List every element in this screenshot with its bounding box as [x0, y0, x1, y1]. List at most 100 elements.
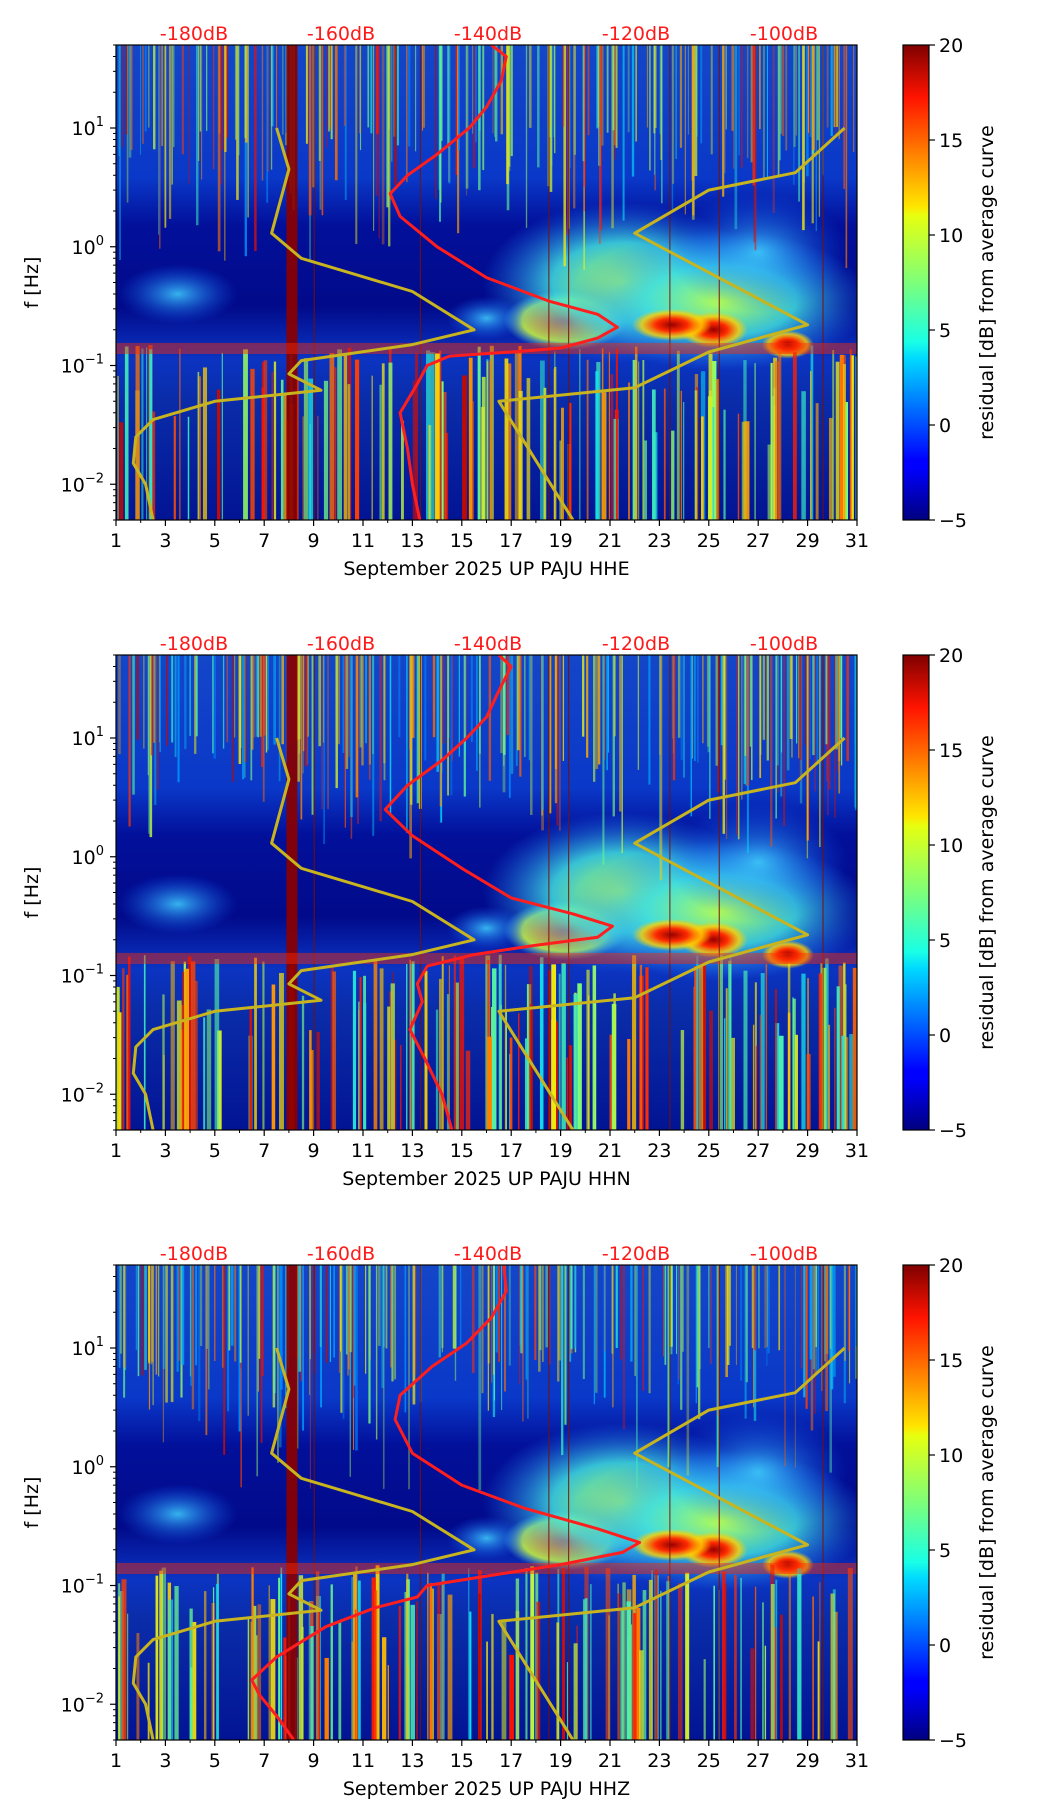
burst-streak: [708, 353, 713, 520]
x-tick-label: 31: [845, 1750, 869, 1772]
burst-streak: [836, 986, 840, 1130]
hf-streak: [741, 655, 743, 800]
mean-curve: [388, 45, 619, 520]
hf-streak: [793, 45, 795, 185]
x-tick-label: 3: [159, 1140, 171, 1162]
hf-streak: [325, 1265, 328, 1363]
hf-streak: [123, 1265, 126, 1398]
hf-streak: [754, 1265, 757, 1351]
burst-streak: [562, 1568, 566, 1740]
hf-streak: [282, 45, 284, 135]
burst-streak: [358, 1001, 360, 1130]
hf-streak: [814, 655, 816, 792]
noise-model-curve: [131, 127, 476, 520]
hf-streak: [669, 1265, 673, 1347]
burst-streak: [780, 1614, 783, 1740]
hf-streak: [745, 1265, 748, 1383]
hf-streak: [582, 1265, 585, 1380]
burst-streak: [849, 349, 852, 520]
hf-streak: [744, 1265, 747, 1419]
burst-streak: [411, 961, 415, 1130]
mean-curve: [383, 655, 614, 1130]
burst-streak: [212, 1587, 215, 1740]
burst-streak: [217, 1030, 222, 1130]
hf-streak: [503, 655, 505, 766]
burst-streak: [543, 387, 547, 520]
hf-streak: [466, 45, 468, 196]
hf-streak: [602, 655, 605, 865]
colorbar: [902, 44, 930, 521]
hf-streak: [750, 45, 753, 163]
burst-streak: [173, 416, 176, 520]
hf-streak: [176, 1265, 179, 1372]
burst-streak: [351, 1641, 353, 1740]
hf-streak: [599, 45, 603, 231]
x-tick-label: 17: [499, 530, 523, 552]
hf-streak: [367, 45, 370, 128]
hf-streak: [725, 1265, 728, 1378]
burst-streak: [539, 957, 544, 1130]
hf-streak: [691, 655, 694, 759]
hf-streak: [808, 45, 811, 137]
hf-streak: [119, 1265, 122, 1354]
hf-streak: [285, 1265, 288, 1409]
burst-streak: [655, 1569, 658, 1740]
hf-streak: [370, 45, 373, 134]
hf-streak: [452, 1265, 456, 1349]
hf-streak: [767, 1265, 770, 1354]
burst-streak: [663, 388, 666, 520]
x-tick-label: 11: [351, 1750, 375, 1772]
burst-streak: [619, 1608, 624, 1740]
burst-streak: [176, 1000, 182, 1130]
burst-streak: [371, 1577, 376, 1740]
hf-streak: [764, 1265, 767, 1349]
hf-streak: [675, 45, 678, 159]
burst-streak: [309, 1030, 312, 1130]
burst-streak: [709, 1010, 713, 1130]
burst-streak: [316, 1031, 320, 1130]
hf-streak: [212, 655, 214, 754]
burst-streak: [715, 379, 720, 520]
burst-streak: [469, 1611, 472, 1740]
hf-streak: [509, 45, 511, 171]
hf-streak: [746, 655, 750, 786]
hf-streak: [715, 655, 718, 766]
colorbar-tick-label: 5: [939, 1540, 951, 1562]
hf-streak: [854, 655, 857, 811]
hf-streak: [199, 1265, 203, 1347]
burst-streak: [744, 421, 750, 520]
hf-streak: [556, 655, 559, 826]
hf-streak: [343, 45, 346, 126]
burst-streak: [446, 994, 450, 1130]
burst-streak: [592, 965, 597, 1130]
hf-streak: [766, 1265, 768, 1347]
colorbar-tick-label: 15: [939, 1350, 963, 1372]
hf-streak: [265, 655, 268, 753]
hf-streak: [381, 45, 385, 245]
burst-streak: [832, 1589, 836, 1740]
burst-streak: [605, 1568, 611, 1740]
hf-streak: [838, 655, 841, 794]
hf-streak: [355, 45, 358, 245]
hf-streak: [606, 45, 609, 133]
burst-streak: [334, 367, 337, 520]
burst-streak: [645, 967, 649, 1130]
hf-streak: [298, 1265, 302, 1372]
hf-streak: [238, 45, 240, 156]
burst-streak: [712, 407, 715, 520]
hf-streak: [691, 45, 695, 220]
hf-streak: [191, 1265, 195, 1410]
burst-streak: [696, 955, 699, 1130]
hf-streak: [700, 45, 703, 144]
hf-streak: [690, 655, 692, 817]
burst-streak: [651, 1570, 653, 1740]
hf-streak: [621, 655, 623, 854]
burst-streak: [767, 444, 772, 520]
x-tick-label: 19: [549, 530, 573, 552]
hf-streak: [843, 45, 845, 189]
hf-streak: [569, 1265, 572, 1362]
x-tick-label: 31: [845, 530, 869, 552]
burst-streak: [116, 986, 120, 1130]
hf-streak: [365, 655, 367, 744]
hf-streak: [662, 1265, 664, 1357]
